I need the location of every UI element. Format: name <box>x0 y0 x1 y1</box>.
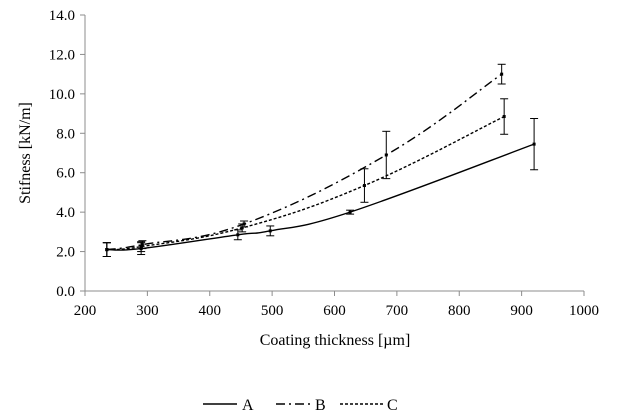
error-bar <box>382 130 391 180</box>
series-b <box>102 63 506 257</box>
x-tick-label: 900 <box>510 303 533 319</box>
axes: 0.0 2.0 4.0 6.0 8.0 10.0 12.0 14.0 200 300 400 500 6… <box>49 8 599 319</box>
x-tick-label: 600 <box>323 303 346 319</box>
error-bar <box>360 168 369 203</box>
series-line-c <box>106 115 505 251</box>
y-tick-label: 0.0 <box>56 284 75 300</box>
y-tick-label: 8.0 <box>56 126 75 142</box>
data-point <box>139 245 143 249</box>
data-point <box>268 229 272 233</box>
error-bar <box>238 223 247 233</box>
x-tick-label: 400 <box>199 303 222 319</box>
legend-label-c: C <box>387 397 398 414</box>
data-point <box>240 226 244 230</box>
series-layer <box>102 63 539 257</box>
y-axis-title: Stifness [kN/m] <box>17 102 34 204</box>
error-bar <box>137 241 146 253</box>
data-point <box>500 72 504 76</box>
series-line-a <box>106 143 535 251</box>
legend-item-b: B <box>276 397 326 414</box>
y-tick-label: 2.0 <box>56 245 75 261</box>
data-point <box>502 115 506 119</box>
y-tick-label: 6.0 <box>56 166 75 182</box>
x-tick-label: 500 <box>261 303 284 319</box>
error-bar <box>497 63 506 85</box>
data-point <box>532 142 536 146</box>
series-c <box>102 98 509 257</box>
error-bar <box>266 225 275 237</box>
x-tick-label: 800 <box>448 303 471 319</box>
legend: A B C <box>203 397 398 414</box>
error-bar <box>530 118 539 171</box>
data-point <box>384 153 388 157</box>
data-point <box>348 210 352 214</box>
error-bar <box>346 209 355 215</box>
x-tick-label: 700 <box>386 303 409 319</box>
x-tick-label: 300 <box>136 303 159 319</box>
error-bar <box>500 98 509 135</box>
error-bar <box>102 242 111 257</box>
data-point <box>236 233 240 237</box>
y-tick-label: 10.0 <box>49 87 75 103</box>
legend-item-c: C <box>340 397 398 414</box>
series-line-b <box>106 73 503 251</box>
series-a <box>102 118 539 257</box>
y-tick-label: 4.0 <box>56 205 75 221</box>
x-tick-label: 1000 <box>569 303 599 319</box>
x-axis-title: Coating thickness [µm] <box>260 332 411 349</box>
data-point <box>105 248 109 252</box>
x-tick-label: 200 <box>74 303 97 319</box>
legend-item-a: A <box>203 397 254 414</box>
legend-label-b: B <box>315 397 326 414</box>
data-point <box>362 184 366 188</box>
y-tick-label: 14.0 <box>49 8 75 24</box>
y-tick-label: 12.0 <box>49 47 75 63</box>
legend-label-a: A <box>242 397 254 414</box>
data-point <box>140 243 144 247</box>
